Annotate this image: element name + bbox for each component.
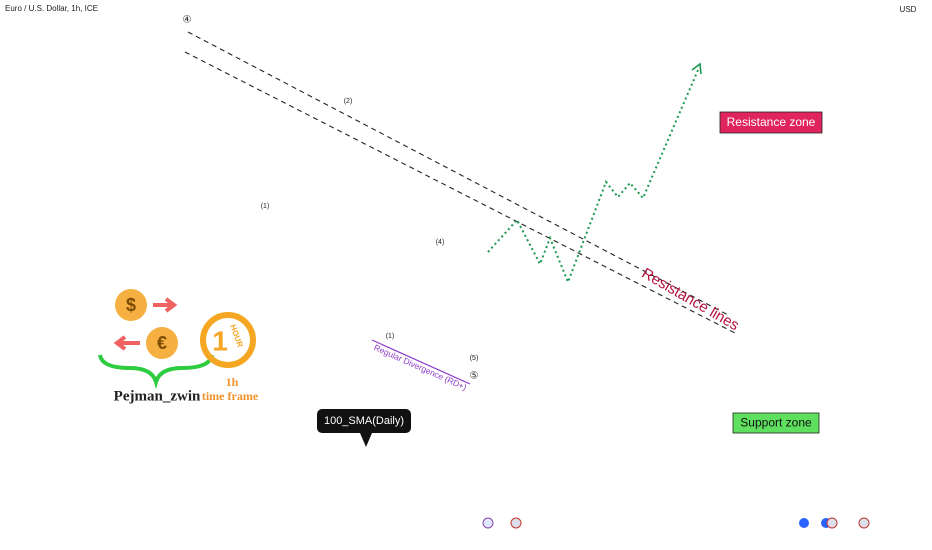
resistance-lines-label: Resistance lines	[639, 265, 742, 334]
dollar-sign: $	[126, 295, 136, 315]
price-axis-panel	[885, 0, 932, 550]
resistance-zone-box	[719, 111, 823, 134]
wave-label: (1)	[386, 333, 395, 340]
sma-callout-box	[317, 409, 411, 433]
event-icon	[826, 517, 838, 529]
resistance-line	[187, 31, 731, 317]
projection-arrow	[691, 62, 702, 75]
event-icon	[482, 517, 494, 529]
sma-callout-pointer	[360, 433, 372, 447]
sma-callout-label: 100_SMA(Daily)	[324, 415, 404, 427]
currency-label: USD	[900, 5, 917, 14]
support-zone-box	[732, 412, 820, 434]
hour-one: 1	[212, 325, 228, 356]
event-icon	[799, 518, 809, 528]
labels: Resistance lines Regular Divergence (RD+…	[98, 15, 870, 529]
frame-label: 1h	[226, 375, 239, 389]
euro-sign: €	[157, 333, 167, 353]
wave-label: (2)	[344, 98, 353, 105]
hour-text: HOUR	[228, 323, 245, 348]
author-label: Pejman_zwin	[114, 388, 201, 404]
arrow-left	[113, 335, 140, 351]
wave-label: (5)	[470, 355, 479, 362]
chart-title: Euro / U.S. Dollar, 1h, ICE	[5, 4, 98, 13]
time-axis-panel	[0, 535, 885, 550]
overlays	[184, 31, 736, 385]
wave-label: (1)	[261, 203, 270, 210]
divergence-line	[371, 339, 471, 385]
wave-label: ④	[183, 15, 192, 26]
dollar-icon	[115, 289, 147, 321]
resistance-line	[184, 51, 736, 334]
event-icon	[858, 517, 870, 529]
euro-icon	[146, 327, 178, 359]
support-zone-label: Support zone	[740, 416, 812, 430]
wave-label: (4)	[436, 239, 445, 246]
resistance-zone-label: Resistance zone	[727, 115, 816, 129]
brace	[98, 354, 214, 390]
frame-text: time frame	[202, 389, 259, 403]
arrow-right	[153, 297, 178, 313]
projection-path	[487, 69, 699, 285]
divergence-label: Regular Divergence (RD+)	[372, 342, 468, 392]
wave-label: ⑤	[470, 371, 479, 382]
hour-clock	[200, 312, 256, 368]
event-icon	[510, 517, 522, 529]
